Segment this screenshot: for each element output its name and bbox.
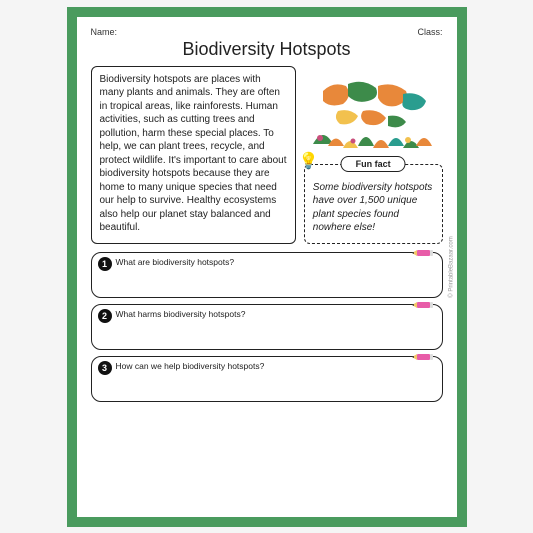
worksheet-frame: Name: Class: Biodiversity Hotspots Biodi… bbox=[67, 7, 467, 527]
lightbulb-icon: 💡 bbox=[299, 151, 319, 173]
top-section: Biodiversity hotspots are places with ma… bbox=[91, 66, 443, 244]
fun-fact-label: Fun fact bbox=[341, 156, 406, 172]
watermark: © PrintableBazaar.com bbox=[449, 236, 455, 297]
questions-section: 1 What are biodiversity hotspots? 2 What… bbox=[91, 252, 443, 402]
question-box-1: 1 What are biodiversity hotspots? bbox=[91, 252, 443, 298]
fun-fact-box: 💡 Fun fact Some biodiversity hotspots ha… bbox=[304, 164, 443, 244]
question-text: What harms biodiversity hotspots? bbox=[116, 309, 434, 319]
header-row: Name: Class: bbox=[91, 27, 443, 37]
pencil-icon bbox=[412, 299, 434, 313]
worksheet-page: Name: Class: Biodiversity Hotspots Biodi… bbox=[77, 17, 457, 517]
question-box-2: 2 What harms biodiversity hotspots? bbox=[91, 304, 443, 350]
class-label: Class: bbox=[417, 27, 442, 37]
reading-passage: Biodiversity hotspots are places with ma… bbox=[91, 66, 296, 244]
question-number: 2 bbox=[98, 309, 112, 323]
pencil-icon bbox=[412, 351, 434, 365]
page-title: Biodiversity Hotspots bbox=[91, 39, 443, 60]
fun-fact-text: Some biodiversity hotspots have over 1,5… bbox=[313, 181, 434, 235]
world-map-illustration bbox=[304, 66, 443, 158]
pencil-icon bbox=[412, 247, 434, 261]
map-svg bbox=[308, 66, 438, 158]
question-number: 3 bbox=[98, 361, 112, 375]
right-column: 💡 Fun fact Some biodiversity hotspots ha… bbox=[304, 66, 443, 244]
question-text: How can we help biodiversity hotspots? bbox=[116, 361, 434, 371]
question-text: What are biodiversity hotspots? bbox=[116, 257, 434, 267]
name-label: Name: bbox=[91, 27, 118, 37]
question-box-3: 3 How can we help biodiversity hotspots? bbox=[91, 356, 443, 402]
question-number: 1 bbox=[98, 257, 112, 271]
